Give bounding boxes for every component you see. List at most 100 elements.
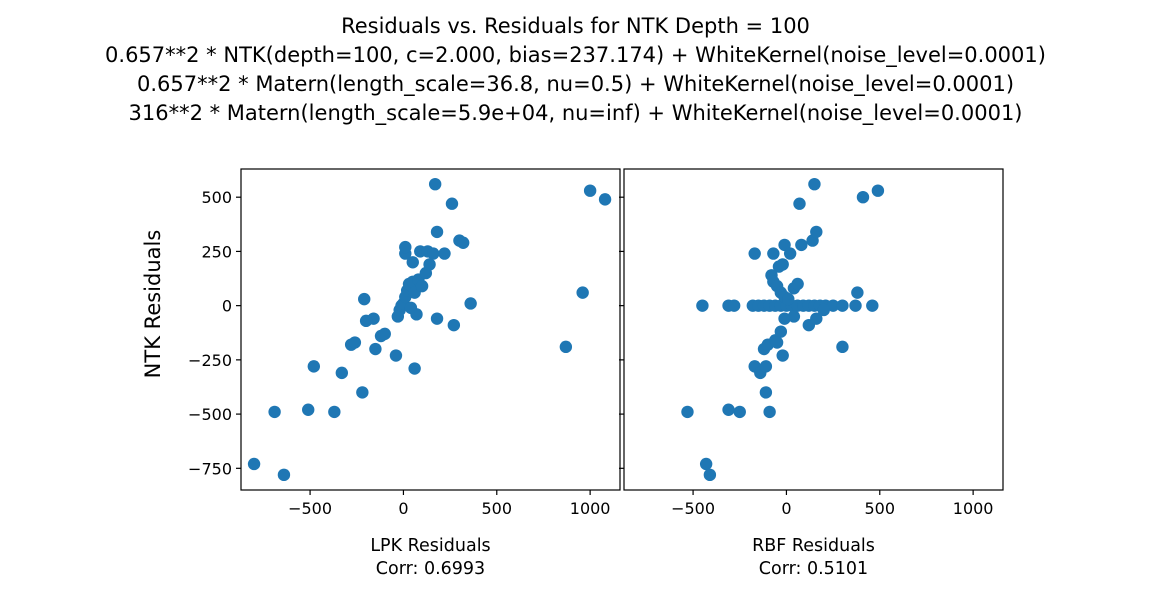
scatter-point — [445, 197, 459, 210]
scatter-point — [817, 303, 830, 317]
scatter-point — [307, 360, 321, 373]
x-tick-label: 500 — [865, 499, 896, 518]
scatter-point — [348, 336, 362, 349]
title-line-2: 0.657**2 * NTK(depth=100, c=2.000, bias=… — [105, 43, 1046, 68]
scatter-point — [438, 247, 451, 260]
x-tick-label: 0 — [781, 499, 791, 518]
scatter-point — [404, 301, 418, 315]
scatter-point — [359, 314, 373, 328]
y-tick-label: 0 — [222, 297, 232, 316]
scatter-point — [328, 405, 341, 419]
scatter-point — [378, 327, 391, 341]
scatter-point — [776, 349, 789, 362]
scatter-point — [415, 279, 429, 293]
scatter-point — [277, 468, 291, 482]
y-tick-label: −250 — [188, 351, 232, 370]
scatter-point — [456, 236, 470, 249]
title-line-1: Residuals vs. Residuals for NTK Depth = … — [341, 14, 810, 38]
scatter-point — [681, 405, 694, 419]
scatter-point — [759, 360, 773, 373]
title-line-3: 0.657**2 * Matern(length_scale=36.8, nu=… — [137, 72, 1014, 97]
scatter-point — [559, 340, 573, 354]
scatter-point — [826, 299, 840, 312]
scatter-point — [763, 405, 776, 419]
scatter-point — [356, 386, 369, 399]
scatter-point — [247, 457, 261, 471]
scatter-point — [430, 225, 444, 239]
scatter-point — [722, 403, 735, 416]
scatter-point — [836, 299, 849, 312]
scatter-point — [406, 256, 419, 269]
correlation-label: Corr: 0.5101 — [759, 559, 868, 579]
scatter-point — [389, 349, 403, 362]
scatter-point — [770, 336, 784, 349]
scatter-point — [787, 310, 801, 323]
x-tick-label: −500 — [288, 499, 332, 518]
scatter-point — [782, 292, 795, 306]
x-tick-label: −500 — [671, 499, 715, 518]
y-axis-label: NTK Residuals — [141, 230, 165, 379]
scatter-point — [791, 277, 804, 291]
scatter-points — [681, 177, 885, 482]
title-line-4: 316**2 * Matern(length_scale=5.9e+04, nu… — [128, 101, 1022, 126]
scatter-point — [793, 197, 806, 210]
x-tick-label: 0 — [398, 499, 408, 518]
y-tick-label: 500 — [201, 188, 232, 207]
scatter-point — [774, 325, 788, 338]
scatter-point — [369, 342, 382, 356]
x-tick-label: 1000 — [953, 499, 994, 518]
scatter-point — [856, 190, 870, 204]
scatter-point — [430, 312, 444, 325]
rbf-scatter-panel: −500 0 500 1000 RBF Residuals Corr: 0.5101 — [619, 168, 1004, 579]
y-tick-label: 250 — [201, 242, 232, 261]
scatter-point — [836, 340, 849, 354]
scatter-point — [810, 225, 823, 239]
scatter-point — [759, 386, 773, 399]
scatter-point — [778, 312, 791, 325]
x-axis-label: LPK Residuals — [370, 536, 490, 556]
scatter-point — [727, 299, 741, 312]
y-tick-label: −750 — [188, 459, 232, 478]
scatter-point — [427, 247, 440, 260]
scatter-point — [302, 403, 315, 416]
scatter-point — [408, 362, 421, 375]
scatter-point — [808, 177, 821, 191]
scatter-point — [335, 366, 349, 380]
scatter-point — [598, 193, 612, 206]
y-tick-label: −500 — [188, 405, 232, 424]
scatter-point — [703, 468, 717, 482]
x-tick-label: 500 — [482, 499, 513, 518]
scatter-point — [399, 240, 412, 254]
correlation-label: Corr: 0.6993 — [376, 559, 485, 579]
axes-frame — [623, 168, 1004, 491]
x-tick-label: 1000 — [570, 499, 611, 518]
scatter-point — [748, 247, 761, 260]
scatter-point — [871, 184, 885, 197]
scatter-point — [810, 312, 823, 325]
scatter-point — [268, 405, 281, 419]
scatter-point — [358, 292, 371, 306]
figure-title: Residuals vs. Residuals for NTK Depth = … — [105, 14, 1046, 126]
scatter-point — [795, 238, 808, 252]
scatter-point — [783, 247, 797, 260]
scatter-point — [851, 286, 864, 299]
scatter-point — [447, 318, 461, 332]
scatter-point — [576, 286, 589, 299]
scatter-point — [866, 299, 879, 312]
scatter-point — [428, 177, 442, 191]
scatter-point — [767, 247, 780, 260]
scatter-point — [583, 184, 597, 197]
scatter-point — [464, 297, 477, 310]
axes-frame — [240, 168, 621, 491]
scatter-point — [849, 299, 862, 312]
scatter-points — [247, 177, 612, 482]
scatter-point — [699, 457, 713, 471]
scatter-point — [776, 258, 789, 271]
x-axis-label: RBF Residuals — [752, 536, 875, 556]
scatter-point — [423, 258, 436, 271]
scatter-point — [733, 405, 746, 419]
lpk-scatter-panel: −500 0 500 1000 −750 −500 −250 0 250 500 LPK Resid… — [188, 168, 621, 579]
scatter-point — [696, 299, 709, 312]
